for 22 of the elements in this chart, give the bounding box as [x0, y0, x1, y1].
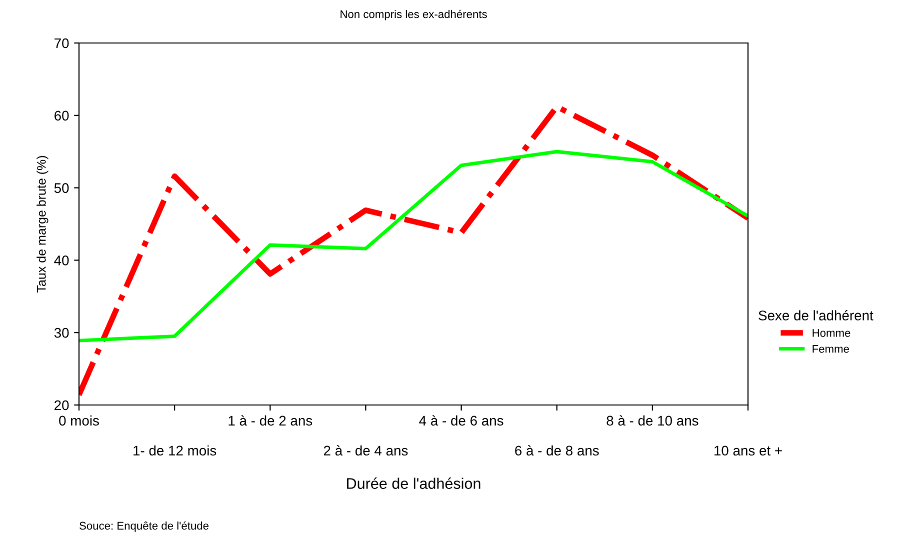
y-tick-label: 30 — [54, 328, 69, 338]
x-tick-label: 8 à - de 10 ans — [606, 415, 698, 426]
line-series — [79, 150, 748, 342]
y-tick-label: 40 — [54, 256, 69, 266]
x-axis-title: Durée de l'adhésion — [347, 478, 480, 489]
x-tick-label: 2 à - de 4 ans — [324, 445, 408, 456]
x-tick-label: 4 à - de 6 ans — [419, 415, 504, 426]
chart-title: Non compris les ex-adhérents — [340, 10, 487, 20]
y-axis-title: Taux de marge brute (%) — [36, 156, 48, 292]
text: Souce: Enquête de l'étude — [80, 521, 209, 532]
x-tick-label: 1 à - de 2 ans — [228, 415, 312, 426]
legend-label: Homme — [812, 329, 850, 337]
y-tick-label: 20 — [54, 400, 69, 410]
y-tick-label: 50 — [54, 183, 69, 193]
x-tick-label: 6 à - de 8 ans — [515, 445, 599, 456]
y-tick-label: 70 — [54, 38, 69, 48]
x-tick-label: 10 ans et + — [714, 446, 782, 456]
x-tick-label: 0 mois — [59, 415, 99, 426]
y-tick-label: 60 — [54, 110, 69, 121]
x-tick-label: 1- de 12 mois — [134, 445, 216, 456]
legend-label: Femme — [812, 345, 849, 353]
legend-title: Sexe de l'adhérent — [758, 310, 874, 320]
